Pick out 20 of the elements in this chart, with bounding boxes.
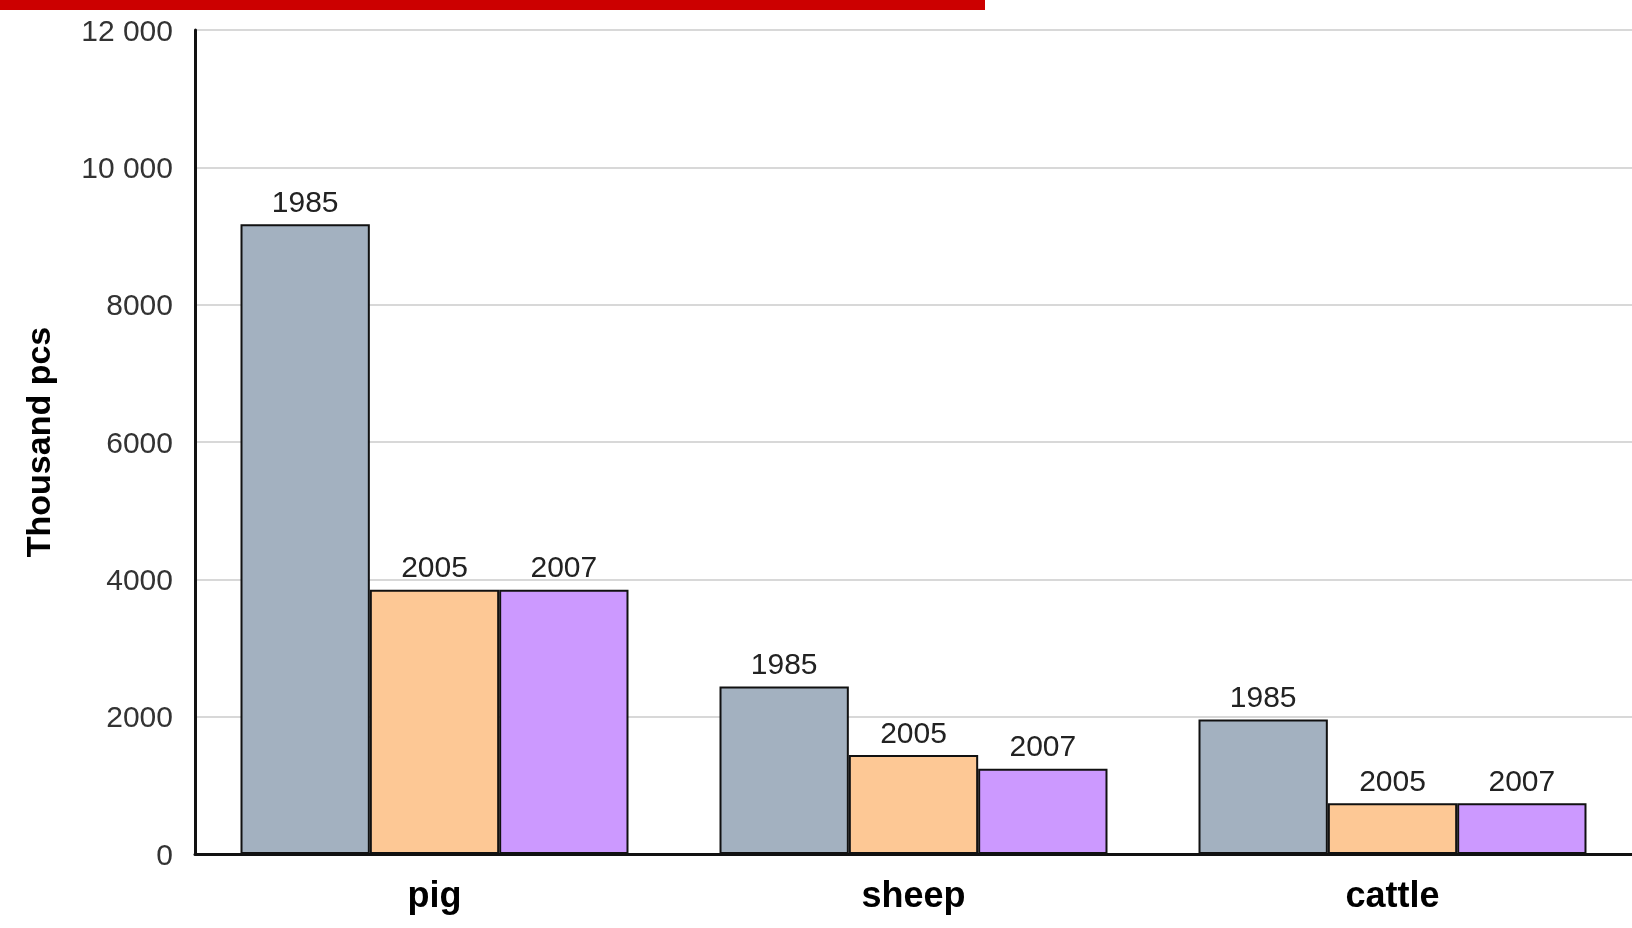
text: 2007 [1488,763,1556,797]
x-tick-label: sheep [861,873,966,915]
x-tick-label: cattle [1345,873,1440,915]
text: 2005 [1359,763,1426,797]
series-label: 2005 [401,550,468,584]
y-tick-label: 0 [156,837,173,871]
y-tick-label: 12 000 [81,13,173,47]
y-tick-label: 4000 [106,562,173,596]
y-tick-label: 8000 [106,288,173,322]
y-tick-label: 10 000 [81,150,173,184]
y-axis-title: Thousand pcs [19,326,57,558]
text: 2007 [1009,729,1077,763]
series-label: 1985 [271,184,339,218]
x-tick-label: pig [407,873,462,915]
series-label: 2007 [530,550,598,584]
y-tick-label: 6000 [106,425,173,459]
text: 2005 [880,715,947,749]
text: 1985 [750,646,818,680]
text: 1985 [1229,679,1297,713]
y-tick-label: 2000 [106,700,173,734]
